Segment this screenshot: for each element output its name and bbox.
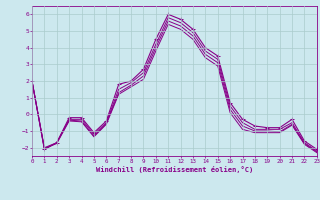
X-axis label: Windchill (Refroidissement éolien,°C): Windchill (Refroidissement éolien,°C) — [96, 166, 253, 173]
